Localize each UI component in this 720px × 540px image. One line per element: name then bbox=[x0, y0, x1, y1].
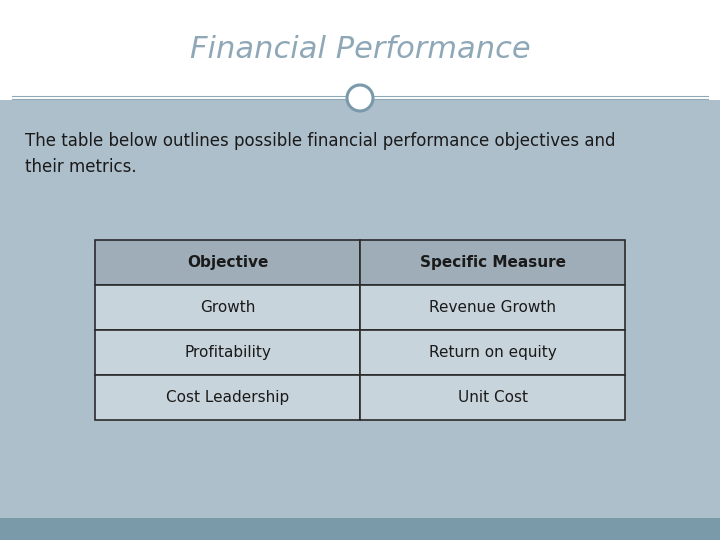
Bar bbox=[95, 240, 360, 285]
Text: Objective: Objective bbox=[186, 255, 268, 270]
Text: Growth: Growth bbox=[200, 300, 255, 315]
Text: Unit Cost: Unit Cost bbox=[457, 390, 528, 405]
Bar bbox=[0, 0, 720, 100]
Bar bbox=[0, 518, 720, 540]
Text: Specific Measure: Specific Measure bbox=[420, 255, 565, 270]
Circle shape bbox=[347, 85, 373, 111]
Bar bbox=[95, 330, 360, 375]
Text: Cost Leadership: Cost Leadership bbox=[166, 390, 289, 405]
Bar bbox=[360, 375, 625, 420]
Bar bbox=[360, 240, 625, 285]
Text: Profitability: Profitability bbox=[184, 345, 271, 360]
Text: The table below outlines possible financial performance objectives and
their met: The table below outlines possible financ… bbox=[25, 132, 616, 176]
Bar bbox=[360, 330, 625, 375]
Text: Revenue Growth: Revenue Growth bbox=[429, 300, 556, 315]
Text: Financial Performance: Financial Performance bbox=[189, 36, 531, 64]
Bar bbox=[0, 100, 720, 518]
Bar bbox=[95, 285, 360, 330]
Text: Return on equity: Return on equity bbox=[428, 345, 557, 360]
Bar bbox=[95, 375, 360, 420]
Bar bbox=[360, 285, 625, 330]
